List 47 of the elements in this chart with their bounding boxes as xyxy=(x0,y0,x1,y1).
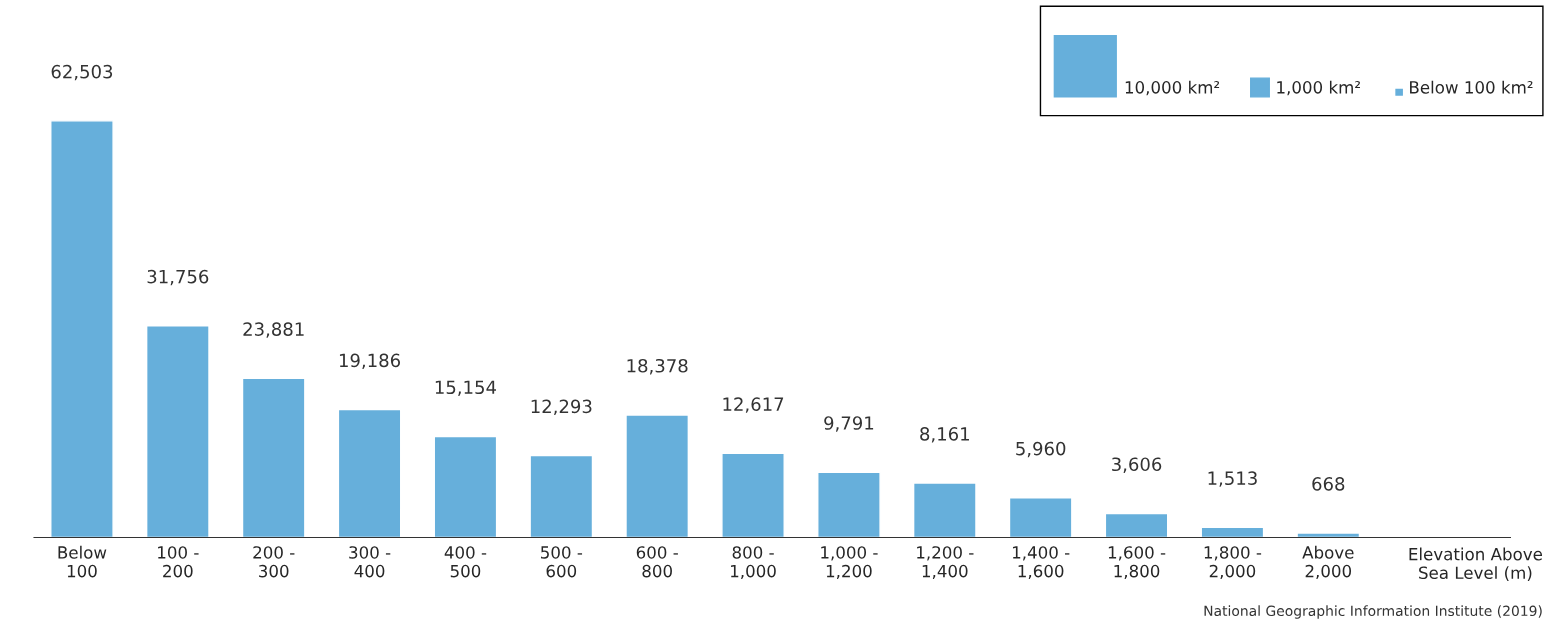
x-tick-label: 1,400 - 1,600 xyxy=(1012,546,1070,580)
data-label: 15,154 xyxy=(435,380,497,396)
x-tick-label: 1,000 - 1,200 xyxy=(821,546,878,580)
bar xyxy=(1104,512,1169,538)
x-tick-label: 600 - 800 xyxy=(636,546,678,578)
text: National Geographic Information Institute (2019) xyxy=(1204,605,1542,619)
bar xyxy=(241,377,306,538)
data-label: 19,186 xyxy=(339,353,401,370)
x-axis-title: Elevation Above Sea Level (m) xyxy=(1409,547,1543,582)
x-tick-label: 1,200 - 1,400 xyxy=(917,546,974,580)
data-label: 8,161 xyxy=(920,427,969,443)
bar xyxy=(1200,526,1265,538)
bar xyxy=(145,325,210,538)
x-tick-label: 1,600 - 1,800 xyxy=(1108,546,1166,580)
text: 1,000 km² xyxy=(1277,80,1360,96)
x-tick-label: 100 - 200 xyxy=(158,546,199,578)
bar xyxy=(50,120,114,538)
x-tick-label: 300 - 400 xyxy=(349,546,391,578)
data-label: 31,756 xyxy=(147,269,209,286)
x-tick-label: Below 100 xyxy=(58,545,107,578)
data-label: 23,881 xyxy=(243,322,304,338)
bar xyxy=(1296,532,1361,538)
bar xyxy=(721,452,785,538)
bar xyxy=(625,414,690,538)
x-tick-label: Above 2,000 xyxy=(1302,545,1354,580)
data-label: 12,617 xyxy=(723,397,784,413)
text: Below 100 km² xyxy=(1410,80,1533,94)
bar xyxy=(1008,497,1073,538)
bar xyxy=(817,471,881,538)
x-tick-label: 200 - 300 xyxy=(253,546,295,578)
x-tick-label: 500 - 600 xyxy=(541,546,583,578)
x-tick-label: 400 - 500 xyxy=(444,546,487,578)
data-label: 3,606 xyxy=(1112,457,1162,473)
bar xyxy=(529,454,594,538)
data-label: 668 xyxy=(1312,477,1345,491)
data-label: 12,293 xyxy=(531,399,592,416)
x-tick-label: 800 - 1,000 xyxy=(731,546,776,580)
data-label: 62,503 xyxy=(51,64,113,81)
data-label: 5,960 xyxy=(1016,441,1066,458)
bar xyxy=(912,482,977,538)
bar xyxy=(433,435,498,538)
text: 10,000 km² xyxy=(1125,80,1220,96)
data-label: 1,513 xyxy=(1208,471,1257,487)
data-label: 9,791 xyxy=(824,416,874,432)
bar xyxy=(337,408,402,538)
data-label: 18,378 xyxy=(627,358,688,375)
x-tick-label: 1,800 - 2,000 xyxy=(1204,546,1262,580)
